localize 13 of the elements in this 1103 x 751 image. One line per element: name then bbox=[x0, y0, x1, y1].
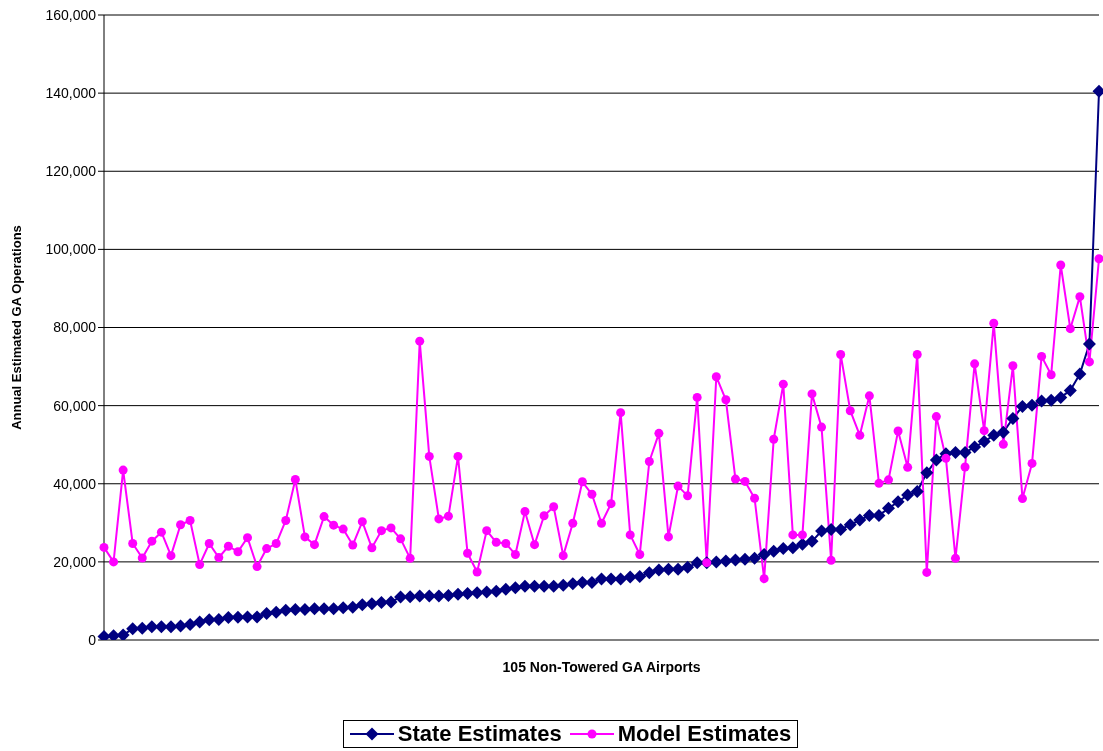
y-tick-label: 140,000 bbox=[45, 85, 97, 102]
y-tick-label: 80,000 bbox=[53, 319, 97, 336]
y-tick-label: 160,000 bbox=[45, 6, 97, 23]
y-tick-label: 20,000 bbox=[53, 553, 97, 570]
y-tick-label: 120,000 bbox=[45, 163, 97, 180]
legend-label: State Estimates bbox=[397, 721, 562, 747]
y-tick-label: 0 bbox=[88, 631, 97, 648]
x-axis-title: 105 Non-Towered GA Airports bbox=[502, 658, 701, 675]
y-tick-label: 40,000 bbox=[53, 475, 97, 492]
legend-label: Model Estimates bbox=[617, 721, 792, 747]
y-axis-title: Annual Estimated GA Operations bbox=[8, 225, 24, 430]
y-tick-label: 60,000 bbox=[53, 397, 97, 414]
y-tick-label: 100,000 bbox=[45, 241, 97, 258]
